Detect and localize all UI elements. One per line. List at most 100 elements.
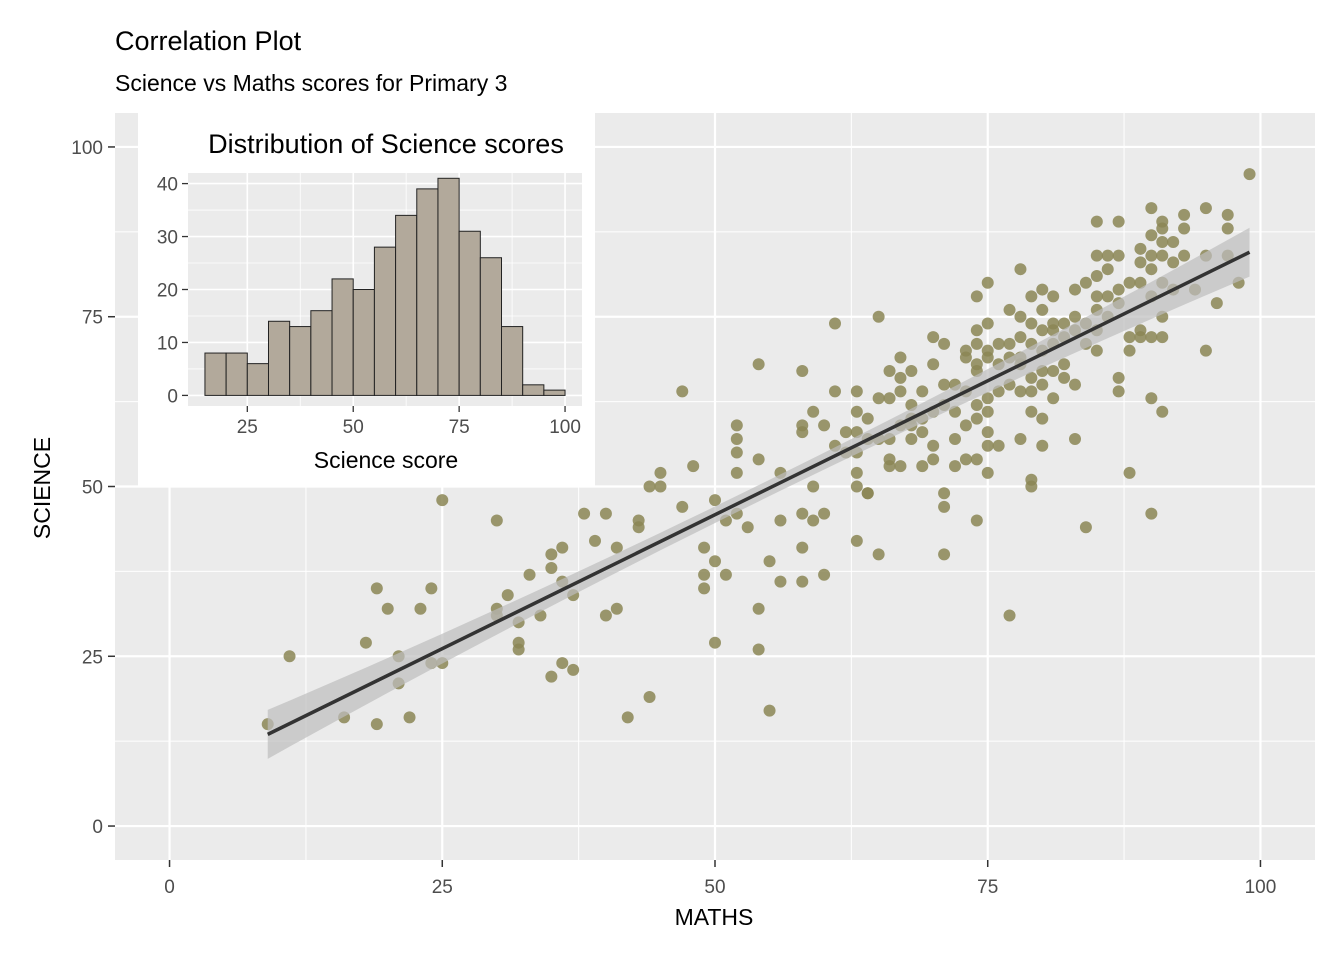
histogram-bar [458, 230, 481, 396]
trend-line [266, 250, 1251, 736]
data-point [1090, 249, 1103, 262]
data-point [1243, 168, 1256, 181]
data-point [1199, 202, 1212, 215]
data-point [1090, 290, 1103, 303]
data-point [1123, 344, 1136, 357]
data-point [1167, 256, 1180, 269]
data-point [970, 290, 983, 303]
data-point [512, 643, 525, 656]
data-point [1025, 385, 1038, 398]
data-point [1156, 405, 1169, 418]
data-point [894, 351, 907, 364]
data-point [981, 426, 994, 439]
data-point [1079, 276, 1092, 289]
data-point [621, 711, 634, 724]
data-point [818, 419, 831, 432]
data-point [1014, 263, 1027, 276]
data-point [894, 385, 907, 398]
data-point [1014, 385, 1027, 398]
data-point [1069, 378, 1081, 391]
data-point [938, 500, 951, 513]
data-point [1069, 432, 1081, 445]
data-point [1025, 371, 1038, 384]
histogram-bar [331, 278, 354, 396]
data-point [1145, 229, 1158, 242]
data-point [676, 500, 689, 513]
data-point [818, 507, 831, 520]
data-point [1134, 256, 1147, 269]
data-point [916, 460, 929, 473]
y-tick-label: 0 [92, 817, 103, 838]
data-point [1069, 310, 1081, 323]
data-point [981, 405, 994, 418]
data-point [709, 636, 721, 649]
data-point [872, 548, 885, 561]
data-point [545, 561, 558, 574]
histogram-bar [501, 326, 524, 396]
histogram-bar [522, 384, 545, 396]
data-point [1047, 365, 1060, 378]
x-tick-label: 75 [977, 877, 998, 898]
data-point [796, 507, 809, 520]
data-point [1199, 344, 1212, 357]
data-point [719, 568, 732, 581]
histogram-bar [373, 246, 397, 396]
data-point [1221, 208, 1234, 221]
data-point [1036, 324, 1049, 337]
data-point [698, 582, 711, 595]
data-point [927, 453, 940, 466]
data-point [1112, 249, 1125, 262]
data-point [927, 439, 940, 452]
data-point [1101, 290, 1114, 303]
data-point [796, 426, 809, 439]
data-point [796, 365, 809, 378]
data-point [905, 365, 918, 378]
data-point [981, 439, 994, 452]
data-point [654, 466, 667, 479]
data-point [1112, 385, 1125, 398]
data-point [589, 534, 601, 547]
data-point [370, 582, 383, 595]
data-point [763, 704, 776, 717]
data-point [359, 636, 372, 649]
data-point [1047, 392, 1060, 405]
chart-subtitle: Science vs Maths scores for Primary 3 [115, 70, 508, 96]
data-point [1178, 249, 1191, 262]
data-point [1156, 236, 1169, 249]
data-point [1036, 412, 1049, 425]
data-point [1025, 290, 1038, 303]
data-point [752, 358, 765, 371]
inset-title: Distribution of Science scores [208, 129, 564, 159]
data-point [1134, 331, 1147, 344]
data-point [709, 555, 721, 568]
data-point [818, 568, 831, 581]
hist-y-tick-label: 30 [157, 228, 178, 249]
data-point [916, 426, 929, 439]
data-point [436, 494, 449, 507]
data-point [1123, 276, 1136, 289]
data-point [567, 663, 580, 676]
data-point [850, 534, 863, 547]
hist-x-tick-label: 100 [549, 417, 581, 438]
data-point [1003, 337, 1016, 350]
data-point [283, 650, 296, 663]
data-point [796, 575, 809, 588]
hist-x-tick-label: 75 [449, 417, 470, 438]
data-point [938, 337, 951, 350]
data-point [981, 351, 994, 364]
data-point [403, 711, 416, 724]
data-point [1069, 283, 1081, 296]
hist-y-tick-label: 40 [157, 175, 178, 196]
data-point [1156, 249, 1169, 262]
data-point [1025, 480, 1038, 493]
histogram-bar [204, 352, 227, 396]
data-point [1112, 283, 1125, 296]
data-point [599, 507, 612, 520]
x-axis-label: MATHS [675, 904, 754, 930]
data-point [1112, 371, 1125, 384]
data-point [829, 317, 841, 330]
data-point [1014, 310, 1027, 323]
x-tick-label: 50 [704, 877, 725, 898]
